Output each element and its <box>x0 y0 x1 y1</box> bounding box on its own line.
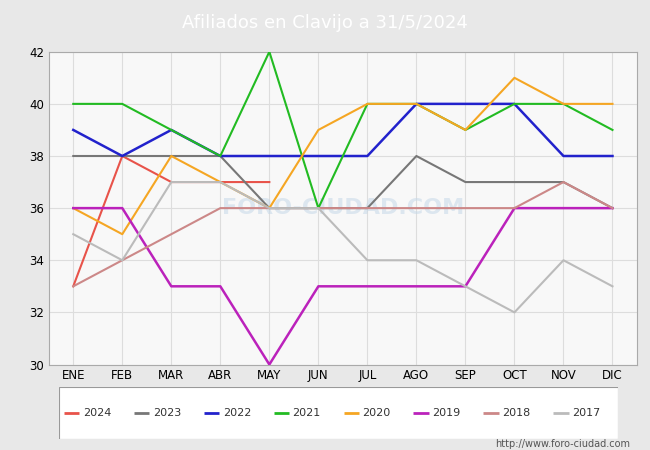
Text: 2021: 2021 <box>292 408 321 418</box>
Text: Afiliados en Clavijo a 31/5/2024: Afiliados en Clavijo a 31/5/2024 <box>182 14 468 32</box>
Text: 2020: 2020 <box>363 408 391 418</box>
Text: 2022: 2022 <box>223 408 251 418</box>
Text: 2023: 2023 <box>153 408 181 418</box>
Text: 2018: 2018 <box>502 408 530 418</box>
Text: 2019: 2019 <box>432 408 461 418</box>
Text: 2017: 2017 <box>572 408 601 418</box>
Text: FORO-CIUDAD.COM: FORO-CIUDAD.COM <box>222 198 464 218</box>
Text: 2024: 2024 <box>83 408 111 418</box>
Text: http://www.foro-ciudad.com: http://www.foro-ciudad.com <box>495 439 630 450</box>
